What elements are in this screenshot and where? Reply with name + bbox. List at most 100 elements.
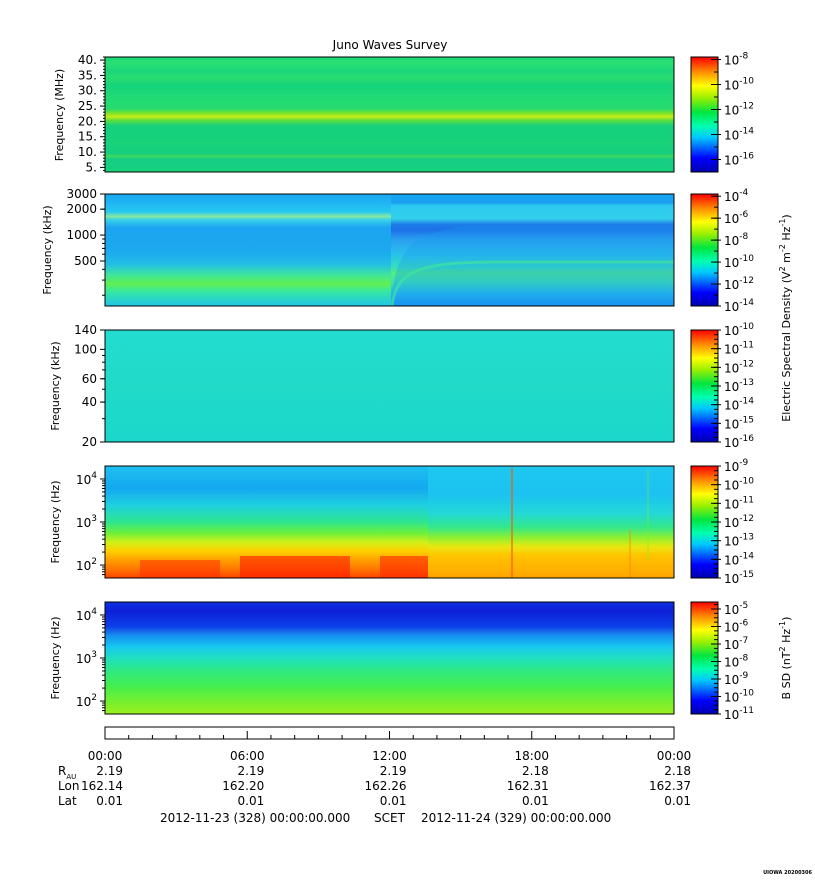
panel-4: 102 103 104 Frequency (Hz) [49, 465, 675, 579]
colorbar-2-label: 10-4 [724, 188, 749, 204]
panel-2-ylabel: Frequency (kHz) [41, 205, 54, 294]
electric-unit-hz: Hz [780, 226, 793, 244]
panel-2-frame [104, 193, 675, 307]
panel-1-ytick-label: 20. [78, 114, 97, 128]
ephemeris-value: 0.01 [238, 794, 265, 808]
panel-1-ytick-label: 40. [78, 53, 97, 67]
panel-2-ytick-label: 1000 [66, 228, 97, 242]
ephemeris-table: RAU 2.19 2.19 2.19 2.18 2.18 Lon 162.14 162.20 16… [58, 764, 691, 808]
colorbar-5-label: 10-5 [724, 601, 748, 617]
magnetic-unit-hz: Hz [780, 629, 793, 647]
colorbar-1-label: 10-16 [724, 152, 754, 168]
panel-4-hot-band-3 [380, 556, 428, 578]
panel-5-ytick-label: 102 [76, 693, 97, 709]
date-frame: SCET [374, 811, 406, 825]
colorbar-4-label: 10-10 [724, 477, 754, 493]
colorbar-2-label: 10-12 [724, 276, 754, 292]
panel-3-ytick-label: 60 [82, 372, 97, 386]
panel-5: 102 103 104 Frequency (Hz) [49, 601, 675, 715]
panel-3-ytick-label: 100 [74, 342, 97, 356]
time-tick-label: 00:00 [657, 749, 692, 763]
colorbar-2-label: 10-8 [724, 232, 749, 248]
ephemeris-value: 2.18 [522, 764, 549, 778]
colorbar-1-label: 10-10 [724, 77, 754, 93]
panel-1-ytick-label: 10. [78, 145, 97, 159]
time-tick-label: 18:00 [514, 749, 549, 763]
panel-3-y-axis: 20 40 60 100 140 [74, 323, 105, 449]
ephemeris-value: 162.26 [365, 779, 407, 793]
ephemeris-value: 2.18 [664, 764, 691, 778]
panel-4-y-axis: 102 103 104 [76, 471, 105, 576]
electric-unit-exp-2: 2 [778, 266, 787, 271]
colorbar-4-label: 10-15 [724, 570, 754, 586]
panel-2-ytick-label: 2000 [66, 202, 97, 216]
panel-1: 5.10.15. 20.25.30. 35.40. Frequency (MHz) [53, 53, 675, 174]
magnetic-unit-exp-minus1: -1 [778, 621, 787, 629]
colorbar-3-label: 10-15 [724, 415, 754, 431]
panel-3-frame [104, 329, 675, 443]
panel-2-cutoff-curve [391, 226, 674, 306]
ephemeris-value: 162.37 [649, 779, 691, 793]
colorbar-1-label: 10-14 [724, 127, 754, 143]
panel-3-ytick-label: 140 [74, 323, 97, 337]
ephemeris-value: 0.01 [522, 794, 549, 808]
ephemeris-row-label: RAU [58, 764, 76, 781]
panel-3-ytick-label: 40 [82, 395, 97, 409]
colorbar-3-label: 10-14 [724, 397, 754, 413]
colorbar-5-label: 10-10 [724, 689, 754, 705]
time-tick-label: 12:00 [372, 749, 407, 763]
panel-2-ytick-label: 500 [74, 254, 97, 268]
electric-colorbar-label-text: Electric Spectral Density (V [780, 271, 793, 422]
electric-unit-close: ) [780, 214, 793, 218]
colorbar-2-label: 10-6 [724, 210, 749, 226]
panel-3-ylabel: Frequency (kHz) [49, 341, 62, 430]
colorbar-5-label: 10-8 [724, 654, 749, 670]
panel-1-ytick-label: 5. [86, 160, 97, 174]
electric-unit-exp-minus1: -1 [778, 219, 787, 227]
panel-1-ylabel: Frequency (MHz) [53, 69, 66, 161]
panel-1-y-axis: 5.10.15. 20.25.30. 35.40. [78, 53, 105, 174]
colorbar-4-label: 10-12 [724, 514, 754, 530]
ephemeris-value: 2.19 [96, 764, 123, 778]
magnetic-unit-close: ) [780, 617, 793, 621]
panel-4-ytick-label: 103 [76, 514, 97, 530]
panel-3-spectrogram [105, 330, 674, 442]
panel-4-ytick-label: 104 [76, 471, 97, 487]
colorbar-5 [691, 602, 718, 714]
panel-1-spectrogram [105, 57, 674, 172]
panel-4-spectrogram-right [428, 466, 674, 578]
panel-1-ytick-label: 15. [78, 130, 97, 144]
time-axis-ticks: 00:00 06:00 12:00 18:00 00:00 [88, 731, 692, 763]
ephemeris-value: 0.01 [380, 794, 407, 808]
ephemeris-value: 0.01 [96, 794, 123, 808]
panel-2-cutoff-edge [390, 260, 674, 307]
ephemeris-value: 2.19 [380, 764, 407, 778]
colorbar-3-label: 10-11 [724, 341, 754, 357]
colorbar-2-frame [690, 193, 719, 307]
electric-unit-m: m [780, 252, 793, 266]
time-tick-label: 06:00 [230, 749, 265, 763]
panel-2-spectrogram-right [391, 194, 674, 306]
panel-3-ytick-label: 20 [82, 435, 97, 449]
panel-1-ytick-label: 35. [78, 68, 97, 82]
colorbar-4-label: 10-9 [724, 458, 749, 474]
magnetic-colorbar-label: B SD (nT2 Hz-1) [778, 617, 793, 700]
colorbar-3-label: 10-10 [724, 322, 754, 338]
colorbar-5-label: 10-6 [724, 619, 749, 635]
electric-colorbar-label: Electric Spectral Density (V2 m-2 Hz-1) [778, 214, 793, 421]
ephemeris-row-label: Lon [58, 779, 79, 793]
colorbar-4-label: 10-13 [724, 533, 754, 549]
credit-label: UIOWA 20200306 [763, 870, 812, 876]
panel-5-ytick-label: 104 [76, 607, 97, 623]
panel-1-ytick-label: 25. [78, 99, 97, 113]
colorbars: 10-16 10-14 10-12 10-10 10-8 10-14 10-12 10-10 1… [690, 52, 754, 722]
panel-4-ytick-label: 102 [76, 557, 97, 573]
date-end: 2012-11-24 (329) 00:00:00.000 [421, 811, 611, 825]
magnetic-unit-exp-2: 2 [778, 646, 787, 651]
panel-3: 20 40 60 100 140 Frequency (kHz) [49, 323, 675, 449]
electric-unit-exp-minus2: -2 [778, 244, 787, 252]
colorbar-5-frame [690, 601, 719, 715]
colorbar-4-label: 10-14 [724, 551, 754, 567]
